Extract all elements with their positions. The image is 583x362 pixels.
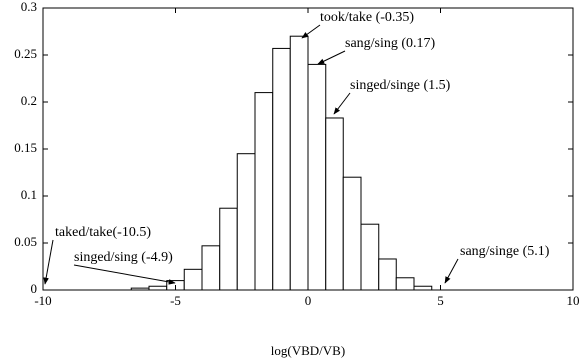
x-axis-label: log(VBD/VB) bbox=[271, 343, 345, 358]
y-tick-label: 0.1 bbox=[21, 187, 37, 202]
y-tick-label: 0.25 bbox=[14, 46, 37, 61]
y-tick-label: 0.15 bbox=[14, 140, 37, 155]
bar bbox=[254, 92, 274, 291]
bar bbox=[236, 153, 256, 291]
annotation-arrow bbox=[73, 264, 176, 285]
annotation-arrow bbox=[317, 50, 346, 65]
y-tick-label: 0.2 bbox=[21, 93, 37, 108]
bar bbox=[183, 268, 203, 291]
bar bbox=[219, 207, 238, 291]
annotation: sang/singe (5.1) bbox=[460, 244, 550, 259]
bar bbox=[289, 35, 309, 291]
bar bbox=[325, 117, 344, 291]
x-tick-label: 0 bbox=[305, 293, 312, 308]
annotation: sang/sing (0.17) bbox=[345, 36, 436, 51]
bar bbox=[360, 223, 380, 291]
y-tick-label: 0.05 bbox=[14, 234, 37, 249]
x-tick-label: -10 bbox=[34, 293, 51, 308]
annotation-arrow bbox=[444, 258, 459, 284]
x-tick-label: -5 bbox=[170, 293, 181, 308]
annotation-arrow bbox=[43, 239, 54, 285]
annotation-arrow bbox=[333, 92, 351, 115]
bar bbox=[395, 277, 415, 291]
bar bbox=[378, 258, 397, 291]
annotation: took/take (-0.35) bbox=[320, 10, 414, 25]
bar bbox=[413, 285, 433, 291]
bar bbox=[307, 63, 327, 291]
x-tick-label: 10 bbox=[567, 293, 580, 308]
bar bbox=[272, 47, 291, 291]
bar bbox=[148, 285, 168, 291]
x-tick-label: 5 bbox=[437, 293, 444, 308]
y-tick-label: 0 bbox=[31, 281, 38, 296]
bar bbox=[201, 245, 221, 291]
bar bbox=[342, 176, 362, 291]
annotation: taked/take(-10.5) bbox=[55, 225, 151, 240]
annotation: singed/singe (1.5) bbox=[350, 78, 451, 93]
y-tick-label: 0.3 bbox=[21, 0, 37, 14]
annotation-arrow bbox=[301, 24, 321, 39]
annotation: singed/sing (-4.9) bbox=[74, 250, 173, 265]
